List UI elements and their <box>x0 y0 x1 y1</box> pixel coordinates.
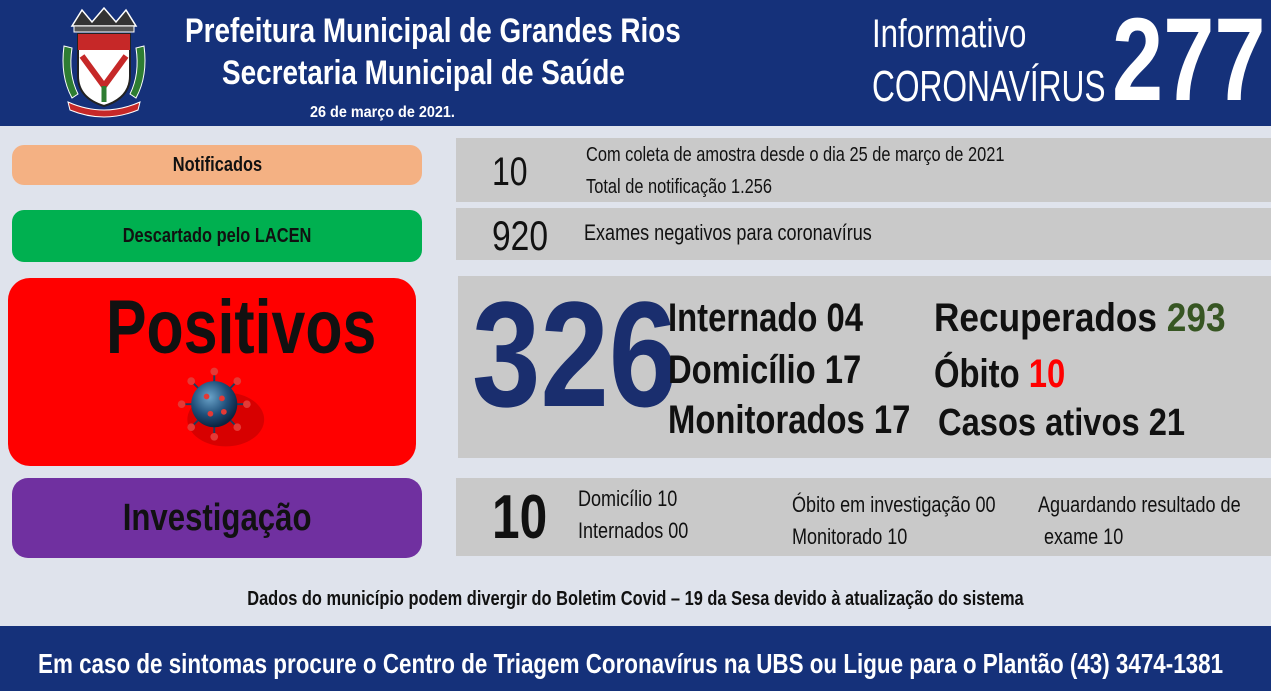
notificados-line1: Com coleta de amostra desde o dia 25 de … <box>586 144 1005 166</box>
municipality-title: Prefeitura Municipal de Grandes Rios <box>185 12 681 50</box>
health-secretariat-title: Secretaria Municipal de Saúde <box>222 54 625 92</box>
descartado-text: Exames negativos para coronavírus <box>584 220 872 245</box>
bulletin-number: 277 <box>1112 0 1266 126</box>
obito-value: 10 <box>1028 352 1066 396</box>
recuperados-label: Recuperados <box>934 296 1158 340</box>
aguardando-line1: Aguardando resultado de <box>1038 492 1241 517</box>
aguardando-line2: exame 10 <box>1044 524 1124 549</box>
descartado-pill: Descartado pelo LACEN <box>12 210 422 262</box>
notificados-pill: Notificados <box>12 145 422 185</box>
header-banner: Prefeitura Municipal de Grandes Rios Sec… <box>0 0 1271 126</box>
casos-ativos-count: Casos ativos 21 <box>938 402 1186 444</box>
contact-banner: Em caso de sintomas procure o Centro de … <box>0 626 1271 691</box>
positivos-panel: 326 Internado 04 Domicílio 17 Monitorado… <box>458 272 1271 458</box>
coronavirus-icon <box>177 367 265 447</box>
investigacao-value: 10 <box>492 483 548 552</box>
data-disclaimer: Dados do município podem divergir do Bol… <box>0 588 1271 611</box>
investigacao-label: Investigação <box>122 496 312 539</box>
internado-count: Internado 04 <box>668 296 864 340</box>
municipal-crest-icon <box>62 6 146 118</box>
notificados-label: Notificados <box>172 153 262 176</box>
descartado-label: Descartado pelo LACEN <box>122 224 312 247</box>
coronavirus-label: CORONAVÍRUS <box>872 62 1106 111</box>
investigacao-panel: 10 Domicílio 10 Internados 00 Óbito em i… <box>456 478 1271 556</box>
obito-label: Óbito <box>934 352 1020 396</box>
descartado-panel: 920 Exames negativos para coronavírus <box>456 208 1271 260</box>
investigacao-internados: Internados 00 <box>578 518 689 543</box>
positivos-label: Positivos <box>106 285 377 370</box>
informativo-label: Informativo <box>872 12 1027 56</box>
investigacao-obito: Óbito em investigação 00 <box>792 492 996 517</box>
monitorados-count: Monitorados 17 <box>668 398 911 442</box>
notificados-line2: Total de notificação 1.256 <box>586 176 772 198</box>
descartado-value: 920 <box>492 212 549 259</box>
investigacao-domicilio: Domicílio 10 <box>578 486 678 511</box>
recuperados-row: Recuperados 293 <box>934 296 1226 341</box>
positivos-box: Positivos <box>8 278 416 466</box>
contact-text: Em caso de sintomas procure o Centro de … <box>38 648 1224 679</box>
obito-row: Óbito 10 <box>934 352 1065 397</box>
notificados-panel: 10 Com coleta de amostra desde o dia 25 … <box>456 138 1271 202</box>
domicilio-count: Domicílio 17 <box>668 348 862 392</box>
positivos-total: 326 <box>472 270 678 438</box>
investigacao-monitorado: Monitorado 10 <box>792 524 908 549</box>
recuperados-value: 293 <box>1166 296 1226 340</box>
notificados-value: 10 <box>492 150 528 194</box>
bulletin-date: 26 de março de 2021. <box>310 104 455 121</box>
investigacao-pill: Investigação <box>12 478 422 558</box>
data-disclaimer-text: Dados do município podem divergir do Bol… <box>247 588 1024 610</box>
